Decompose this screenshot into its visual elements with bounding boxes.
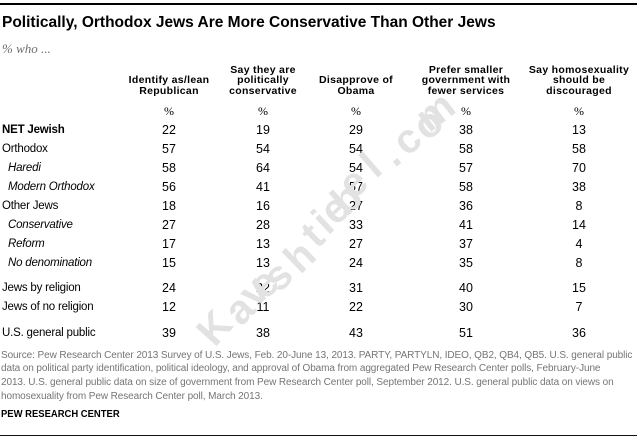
svg-text:Kaveshtiebel.com: Kaveshtiebel.com (187, 82, 463, 354)
